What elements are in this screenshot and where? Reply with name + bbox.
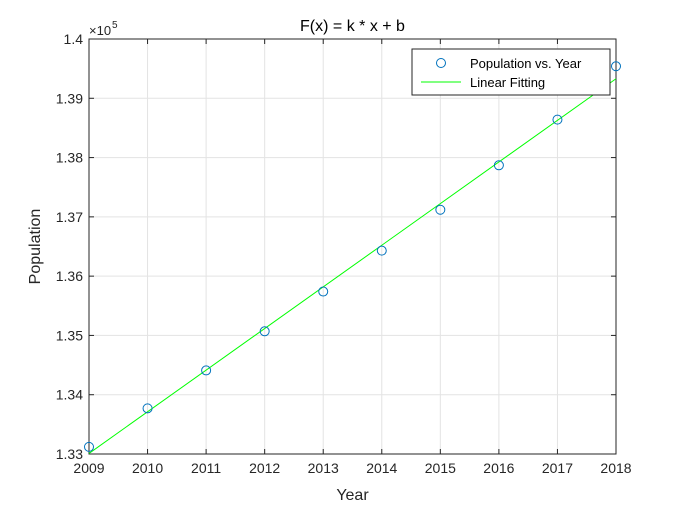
x-tick-label: 2018 — [600, 460, 631, 476]
legend-entry-population: Population vs. Year — [470, 56, 582, 71]
x-tick-label: 2011 — [191, 460, 221, 476]
plot-area — [88, 38, 617, 455]
x-tick-label: 2015 — [425, 460, 456, 476]
data-point — [201, 365, 212, 376]
y-tick-label: 1.33 — [56, 446, 83, 462]
data-point — [376, 245, 387, 256]
legend: Population vs. Year Linear Fitting — [411, 48, 611, 96]
x-tick-label: 2014 — [366, 460, 397, 476]
y-tick-label: 1.34 — [56, 387, 83, 403]
data-point — [552, 114, 563, 125]
x-tick-label: 2010 — [132, 460, 163, 476]
y-tick-label: 1.36 — [56, 268, 83, 284]
y-tick-label: 1.37 — [56, 209, 83, 225]
data-point — [259, 326, 270, 337]
data-point — [318, 286, 329, 297]
x-tick-label: 2013 — [308, 460, 339, 476]
data-point — [142, 403, 153, 414]
y-axis-label: Population — [27, 209, 44, 285]
legend-marker-circle-icon — [436, 58, 446, 68]
y-axis-exponent-base: ×10 — [89, 23, 111, 38]
y-axis-exponent-power: 5 — [112, 20, 118, 31]
x-tick-label: 2009 — [73, 460, 104, 476]
data-point — [493, 160, 504, 171]
y-tick-label: 1.39 — [56, 90, 83, 106]
x-axis-label: Year — [336, 487, 369, 504]
y-axis: 1.33 1.34 1.35 1.36 1.37 1.38 1.39 1.4 — [56, 31, 616, 462]
data-point — [435, 204, 446, 215]
series-layer — [84, 61, 621, 454]
legend-box — [411, 48, 611, 96]
data-point — [84, 441, 94, 452]
x-tick-label: 2012 — [249, 460, 280, 476]
x-tick-label: 2016 — [483, 460, 514, 476]
y-tick-label: 1.35 — [56, 327, 83, 343]
chart-title: F(x) = k * x + b — [300, 18, 405, 35]
legend-entry-linear-fitting: Linear Fitting — [470, 75, 545, 90]
y-tick-label: 1.38 — [56, 150, 83, 166]
fit-line — [88, 78, 617, 454]
y-axis-exponent: ×10 5 — [89, 20, 118, 38]
y-tick-label: 1.4 — [64, 31, 84, 47]
x-tick-label: 2017 — [542, 460, 573, 476]
data-point — [611, 61, 621, 72]
